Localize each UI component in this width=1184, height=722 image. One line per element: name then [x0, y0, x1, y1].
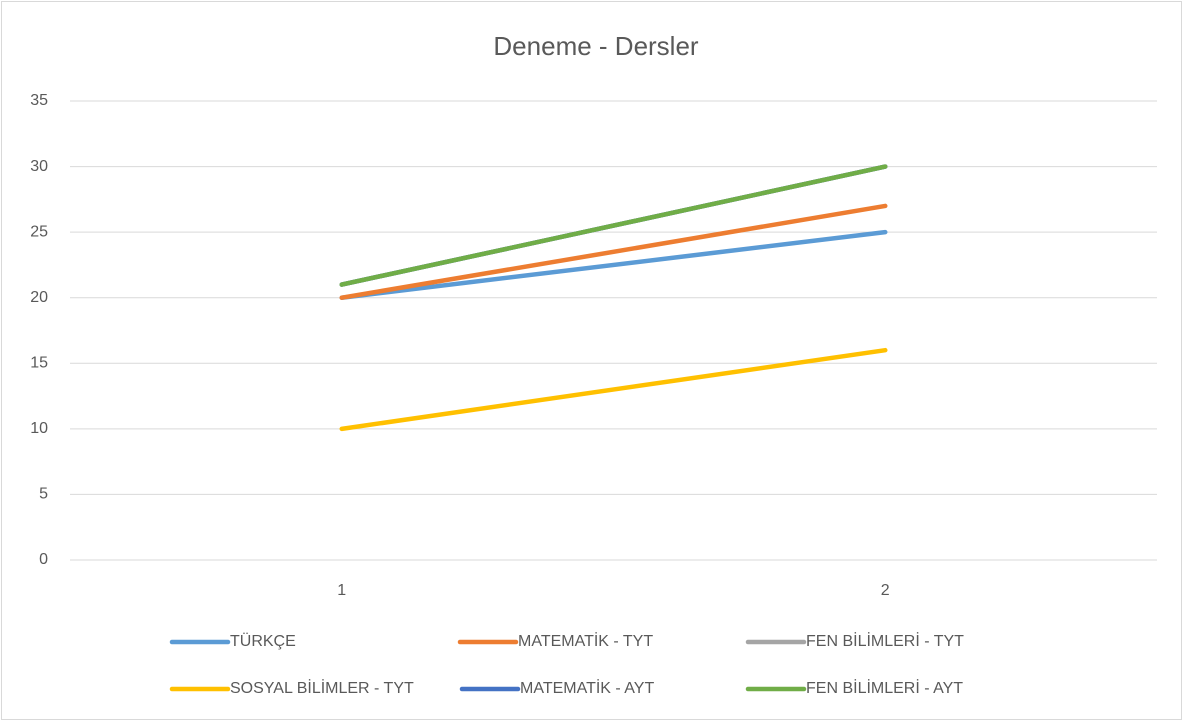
series-line	[339, 203, 888, 300]
series-line	[339, 229, 888, 300]
series-line	[339, 164, 888, 287]
legend-label: SOSYAL BİLİMLER - TYT	[230, 678, 414, 697]
legend-label: FEN BİLİMLERİ - AYT	[806, 678, 963, 697]
y-tick-label: 15	[30, 355, 48, 372]
y-tick-label: 20	[30, 289, 48, 306]
y-tick-label: 10	[30, 420, 48, 437]
series-line	[339, 347, 888, 432]
y-tick-label: 25	[30, 223, 48, 240]
x-tick-label: 1	[337, 582, 346, 599]
y-tick-label: 35	[30, 92, 48, 109]
legend-label: MATEMATİK - AYT	[520, 678, 654, 697]
x-tick-label: 2	[881, 582, 890, 599]
legend-label: TÜRKÇE	[230, 632, 296, 650]
legend-label: FEN BİLİMLERİ - TYT	[806, 631, 964, 650]
y-tick-label: 30	[30, 158, 48, 175]
legend-label: MATEMATİK - TYT	[518, 631, 653, 650]
y-tick-label: 5	[39, 486, 48, 503]
chart-title: Deneme - Dersler	[493, 31, 699, 61]
y-tick-label: 0	[39, 551, 48, 568]
